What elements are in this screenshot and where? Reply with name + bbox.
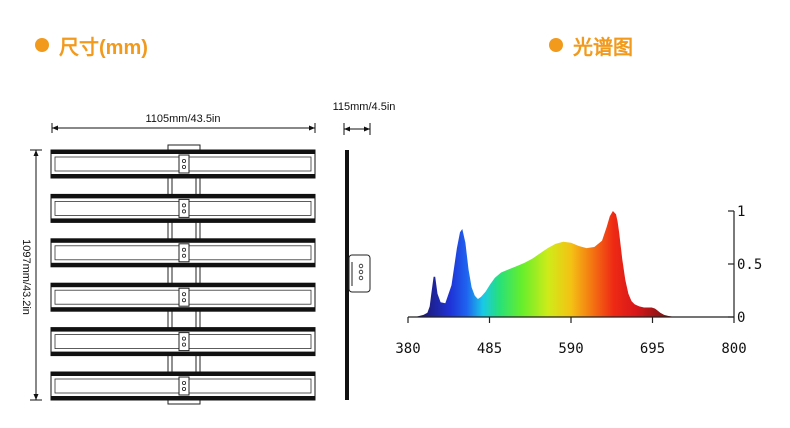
screw-icon: [181, 247, 186, 252]
bullet-dot-icon: [549, 38, 563, 52]
y-tick-label: 1: [737, 204, 745, 220]
screw-icon: [181, 209, 186, 214]
screw-icon: [181, 386, 186, 391]
screw-icon: [181, 336, 186, 341]
connector-icon: [358, 263, 364, 269]
screw-icon: [181, 158, 186, 163]
dimensions-heading: 尺寸(mm): [35, 31, 148, 59]
connector-icon: [358, 269, 364, 275]
spectrum-heading: 光谱图: [549, 31, 633, 59]
dimensions-title: 尺寸(mm): [59, 36, 148, 59]
bullet-dot-icon: [35, 38, 49, 52]
x-tick-label: 695: [640, 341, 665, 357]
depth-dimension: 115mm/4.5in: [333, 101, 396, 135]
x-tick-label: 380: [395, 341, 420, 357]
screw-icon: [181, 292, 186, 297]
spectrum-axes: 380 485 590 695 800 0 0.5 1: [395, 204, 762, 357]
light-bar: [50, 282, 316, 312]
y-tick-label: 0.5: [737, 257, 762, 273]
screw-icon: [181, 203, 186, 208]
light-bar: [50, 149, 316, 179]
bar-mount-clip: [178, 332, 190, 352]
screw-icon: [181, 253, 186, 258]
bar-mount-clip: [178, 154, 190, 174]
screw-icon: [181, 342, 186, 347]
bar-mount-clip: [178, 243, 190, 263]
height-label: 1097mm/43.2in: [20, 239, 32, 315]
bar-mount-clip: [178, 287, 190, 307]
fixture-side-view: [345, 150, 371, 400]
width-label: 1105mm/43.5in: [145, 113, 220, 125]
light-bar: [50, 238, 316, 268]
spectrum-area: [415, 211, 719, 317]
screw-icon: [181, 298, 186, 303]
side-profile-bar: [345, 150, 349, 400]
connector-icon: [358, 275, 364, 281]
spectrum-title: 光谱图: [573, 36, 633, 59]
depth-label: 115mm/4.5in: [333, 101, 396, 113]
fixture-front-view: [50, 144, 316, 405]
screw-icon: [181, 164, 186, 169]
height-dimension: 1097mm/43.2in: [20, 149, 42, 401]
bar-mount-clip: [178, 376, 190, 396]
y-tick-label: 0: [737, 310, 745, 326]
x-tick-label: 485: [477, 341, 502, 357]
light-bar: [50, 193, 316, 223]
x-tick-label: 590: [558, 341, 583, 357]
light-bar: [50, 371, 316, 401]
bar-mount-clip: [178, 198, 190, 218]
width-dimension: 1105mm/43.5in: [51, 113, 316, 133]
screw-icon: [181, 380, 186, 385]
light-bar: [50, 327, 316, 357]
x-tick-label: 800: [721, 341, 746, 357]
